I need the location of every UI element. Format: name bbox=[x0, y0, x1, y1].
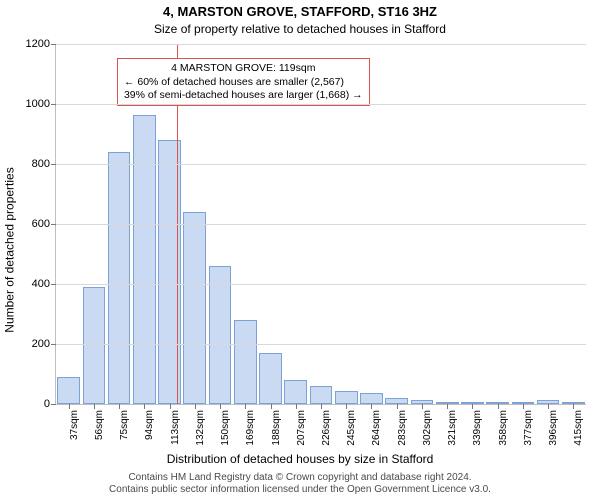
x-tick-label: 132sqm bbox=[195, 410, 206, 446]
x-tick-label: 113sqm bbox=[170, 410, 181, 445]
footer-line-1: Contains HM Land Registry data © Crown c… bbox=[0, 472, 600, 484]
y-tick-label: 600 bbox=[32, 218, 50, 230]
gridline bbox=[56, 224, 586, 225]
x-tick-label: 169sqm bbox=[245, 410, 256, 446]
bar bbox=[183, 212, 206, 404]
bar bbox=[360, 393, 383, 404]
x-tick-mark bbox=[296, 404, 297, 409]
y-tick-label: 400 bbox=[32, 278, 50, 290]
x-tick-label: 245sqm bbox=[346, 410, 357, 446]
x-tick-mark bbox=[397, 404, 398, 409]
bar bbox=[83, 287, 106, 404]
y-tick-label: 0 bbox=[44, 398, 50, 410]
x-tick-mark bbox=[94, 404, 95, 409]
x-tick-label: 302sqm bbox=[422, 410, 433, 446]
x-tick-mark bbox=[523, 404, 524, 409]
gridline bbox=[56, 44, 586, 45]
x-tick-mark bbox=[195, 404, 196, 409]
chart-container: 4, MARSTON GROVE, STAFFORD, ST16 3HZ Siz… bbox=[0, 0, 600, 500]
plot-area: 4 MARSTON GROVE: 119sqm← 60% of detached… bbox=[55, 44, 586, 405]
x-tick-mark bbox=[498, 404, 499, 409]
bar bbox=[310, 386, 333, 404]
bar bbox=[133, 115, 156, 405]
y-tick-mark bbox=[51, 284, 56, 285]
x-tick-label: 415sqm bbox=[573, 410, 584, 446]
x-tick-label: 264sqm bbox=[371, 410, 382, 446]
x-tick-label: 321sqm bbox=[447, 410, 458, 446]
x-tick-label: 226sqm bbox=[321, 410, 332, 446]
x-tick-label: 75sqm bbox=[119, 410, 130, 440]
x-tick-mark bbox=[144, 404, 145, 409]
gridline bbox=[56, 284, 586, 285]
bar bbox=[335, 391, 358, 404]
x-axis-label: Distribution of detached houses by size … bbox=[0, 452, 600, 466]
x-tick-mark bbox=[170, 404, 171, 409]
x-tick-mark bbox=[472, 404, 473, 409]
y-tick-label: 200 bbox=[32, 338, 50, 350]
bar bbox=[57, 377, 80, 404]
x-tick-mark bbox=[220, 404, 221, 409]
y-tick-mark bbox=[51, 104, 56, 105]
y-tick-mark bbox=[51, 164, 56, 165]
bar bbox=[209, 266, 232, 404]
gridline bbox=[56, 164, 586, 165]
attribution-footer: Contains HM Land Registry data © Crown c… bbox=[0, 472, 600, 496]
bar bbox=[108, 152, 131, 404]
x-tick-label: 377sqm bbox=[523, 410, 534, 446]
y-axis-label-text: Number of detached properties bbox=[3, 167, 17, 332]
bar bbox=[259, 353, 282, 404]
x-tick-mark bbox=[447, 404, 448, 409]
y-tick-mark bbox=[51, 44, 56, 45]
x-tick-mark bbox=[271, 404, 272, 409]
x-tick-label: 207sqm bbox=[296, 410, 307, 446]
x-tick-label: 150sqm bbox=[220, 410, 231, 446]
y-tick-mark bbox=[51, 404, 56, 405]
y-tick-label: 1000 bbox=[26, 98, 50, 110]
annotation-line: 4 MARSTON GROVE: 119sqm bbox=[124, 62, 363, 75]
page-title: 4, MARSTON GROVE, STAFFORD, ST16 3HZ bbox=[0, 4, 600, 19]
y-tick-mark bbox=[51, 224, 56, 225]
x-tick-label: 188sqm bbox=[271, 410, 282, 446]
bar bbox=[234, 320, 257, 404]
gridline bbox=[56, 344, 586, 345]
footer-line-2: Contains public sector information licen… bbox=[0, 484, 600, 496]
y-tick-label: 800 bbox=[32, 158, 50, 170]
x-tick-label: 283sqm bbox=[397, 410, 408, 446]
annotation-line: 39% of semi-detached houses are larger (… bbox=[124, 89, 363, 102]
bar bbox=[284, 380, 307, 404]
x-tick-mark bbox=[245, 404, 246, 409]
y-tick-mark bbox=[51, 344, 56, 345]
page-subtitle: Size of property relative to detached ho… bbox=[0, 22, 600, 36]
x-tick-label: 37sqm bbox=[69, 410, 80, 440]
x-tick-mark bbox=[321, 404, 322, 409]
x-tick-mark bbox=[573, 404, 574, 409]
annotation-line: ← 60% of detached houses are smaller (2,… bbox=[124, 76, 363, 89]
x-tick-mark bbox=[371, 404, 372, 409]
x-tick-label: 339sqm bbox=[472, 410, 483, 446]
x-tick-mark bbox=[422, 404, 423, 409]
x-tick-label: 94sqm bbox=[144, 410, 155, 440]
x-tick-mark bbox=[119, 404, 120, 409]
x-tick-mark bbox=[548, 404, 549, 409]
x-tick-label: 396sqm bbox=[548, 410, 559, 446]
annotation-box: 4 MARSTON GROVE: 119sqm← 60% of detached… bbox=[117, 58, 370, 105]
x-tick-mark bbox=[69, 404, 70, 409]
y-tick-label: 1200 bbox=[26, 38, 50, 50]
x-tick-label: 358sqm bbox=[498, 410, 509, 446]
x-tick-label: 56sqm bbox=[94, 410, 105, 440]
y-axis-label: Number of detached properties bbox=[0, 0, 20, 500]
x-tick-mark bbox=[346, 404, 347, 409]
gridline bbox=[56, 104, 586, 105]
